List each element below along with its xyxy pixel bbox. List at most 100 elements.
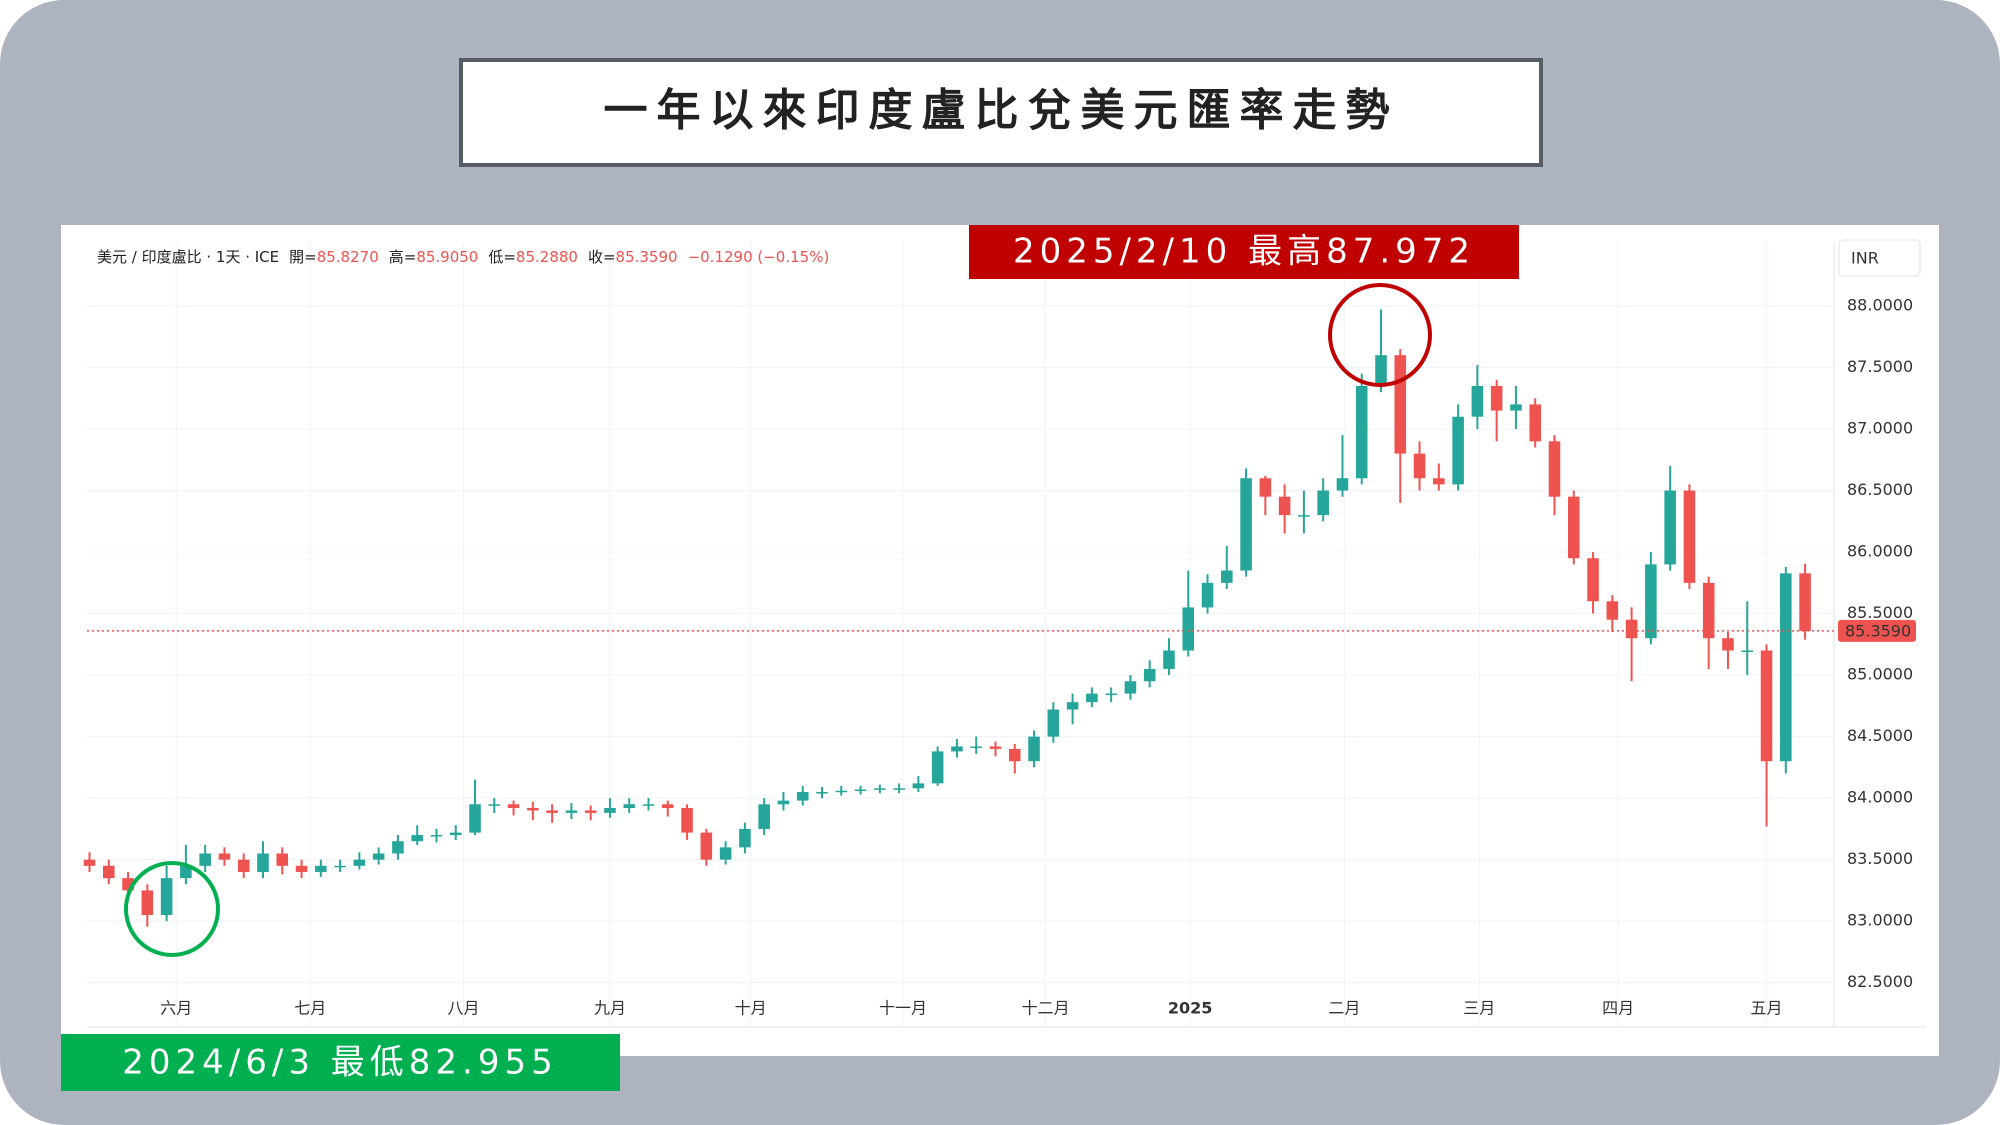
candle-body xyxy=(449,832,462,836)
candle-body xyxy=(276,853,289,866)
x-tick-label: 十月 xyxy=(735,999,767,1018)
candle-body xyxy=(1163,650,1175,669)
candle-body xyxy=(893,788,905,790)
candle-body xyxy=(1375,355,1387,386)
x-tick-label: 三月 xyxy=(1463,999,1495,1018)
candle-body xyxy=(1490,385,1503,411)
candle-body xyxy=(970,746,982,748)
candle-body xyxy=(681,807,693,833)
candle-body xyxy=(777,800,790,805)
low-annotation: 2024/6/3 最低82.955 xyxy=(122,1043,557,1083)
candle-body xyxy=(604,807,616,813)
candle-body xyxy=(989,746,1002,749)
candle-body xyxy=(1413,453,1426,479)
y-tick-label: 84.5000 xyxy=(1847,726,1913,745)
x-tick-label: 六月 xyxy=(160,999,192,1018)
x-tick-label: 十一月 xyxy=(879,999,927,1018)
y-tick-label: 88.0000 xyxy=(1847,295,1913,314)
x-tick-label: 十二月 xyxy=(1022,999,1070,1018)
chart-title: 一年以來印度盧比兌美元匯率走勢 xyxy=(604,85,1399,136)
high-annotation: 2025/2/10 最高87.972 xyxy=(1013,232,1475,272)
low-circle xyxy=(124,861,220,957)
candle-body xyxy=(1471,385,1484,417)
candle-body xyxy=(1760,650,1773,762)
candle-body xyxy=(141,890,154,916)
candle-body xyxy=(1683,490,1696,583)
legend-field-value: 85.3590 xyxy=(616,248,678,266)
x-tick-label: 九月 xyxy=(594,999,626,1018)
y-tick-label: 86.5000 xyxy=(1847,480,1913,499)
candle-body xyxy=(315,865,327,872)
candle-body xyxy=(1201,582,1214,608)
high-annotation-box xyxy=(969,225,1519,279)
candle-body xyxy=(1394,355,1407,454)
x-tick-label: 2025 xyxy=(1168,999,1213,1018)
y-tick-label: 85.0000 xyxy=(1847,665,1913,684)
candle-body xyxy=(507,804,520,808)
chart-panel xyxy=(61,225,1939,1056)
candle-body xyxy=(1355,385,1368,479)
x-tick-label: 四月 xyxy=(1602,999,1634,1018)
candle-body xyxy=(122,878,134,891)
candle-body xyxy=(1221,570,1233,583)
candle-body xyxy=(160,878,173,916)
candle-body xyxy=(1028,736,1040,762)
candle-body xyxy=(1625,619,1638,639)
candle-body xyxy=(1433,478,1445,485)
candle-body xyxy=(1259,478,1272,497)
y-tick-label: 84.0000 xyxy=(1847,788,1913,807)
candle-body xyxy=(719,847,732,860)
candle-body xyxy=(1278,496,1291,516)
candle-body xyxy=(623,804,636,808)
y-tick-label: 86.0000 xyxy=(1847,542,1913,561)
candle-body xyxy=(1105,693,1117,696)
candle-body xyxy=(1645,564,1657,639)
low-annotation-box xyxy=(61,1034,620,1091)
candle-body xyxy=(1529,404,1542,442)
legend-field-label: 高= xyxy=(389,248,417,266)
candle-body xyxy=(1664,490,1676,565)
legend-field-value: 85.9050 xyxy=(416,248,478,266)
candle-body xyxy=(1567,496,1580,559)
candle-body xyxy=(218,853,231,860)
candle-body xyxy=(353,859,366,866)
candle-body xyxy=(816,791,828,794)
candle-body xyxy=(758,804,770,829)
candle-body xyxy=(1086,693,1098,703)
candle-body xyxy=(392,841,404,854)
legend-change: −0.1290 (−0.15%) xyxy=(688,248,830,266)
candle-body xyxy=(1298,515,1310,517)
candle-body xyxy=(1143,668,1156,682)
legend-field-value: 85.8270 xyxy=(317,248,379,266)
y-tick-label: 83.5000 xyxy=(1847,849,1913,868)
candle-body xyxy=(1606,601,1619,620)
candle-body xyxy=(1741,650,1754,652)
candle-body xyxy=(565,810,578,813)
candle-body xyxy=(237,859,250,872)
candle-body xyxy=(295,865,308,872)
candle-body xyxy=(584,810,597,813)
candle-body xyxy=(1722,638,1734,651)
x-tick-label: 七月 xyxy=(294,999,326,1018)
legend-field-value: 85.2880 xyxy=(516,248,578,266)
title-box xyxy=(459,58,1543,167)
candle-body xyxy=(1587,558,1599,602)
candle-body xyxy=(180,865,192,879)
legend-field-label: 開= xyxy=(289,248,317,266)
candle-body xyxy=(1066,702,1079,710)
candle-body xyxy=(874,788,886,790)
legend-symbol: 美元 / 印度盧比 · 1天 · ICE xyxy=(97,248,279,266)
candle-body xyxy=(1240,478,1252,571)
candle-body xyxy=(334,865,346,868)
candle-body xyxy=(83,859,96,866)
candle-body xyxy=(1008,748,1021,762)
candle-body xyxy=(739,828,751,848)
candle-body xyxy=(430,835,443,837)
candle-body xyxy=(411,835,423,842)
candle-body xyxy=(372,853,385,860)
currency-box xyxy=(1838,239,1921,277)
y-tick-label: 87.0000 xyxy=(1847,419,1913,438)
candle-body xyxy=(912,783,925,789)
candle-body xyxy=(469,804,481,833)
candle-body xyxy=(102,865,115,879)
